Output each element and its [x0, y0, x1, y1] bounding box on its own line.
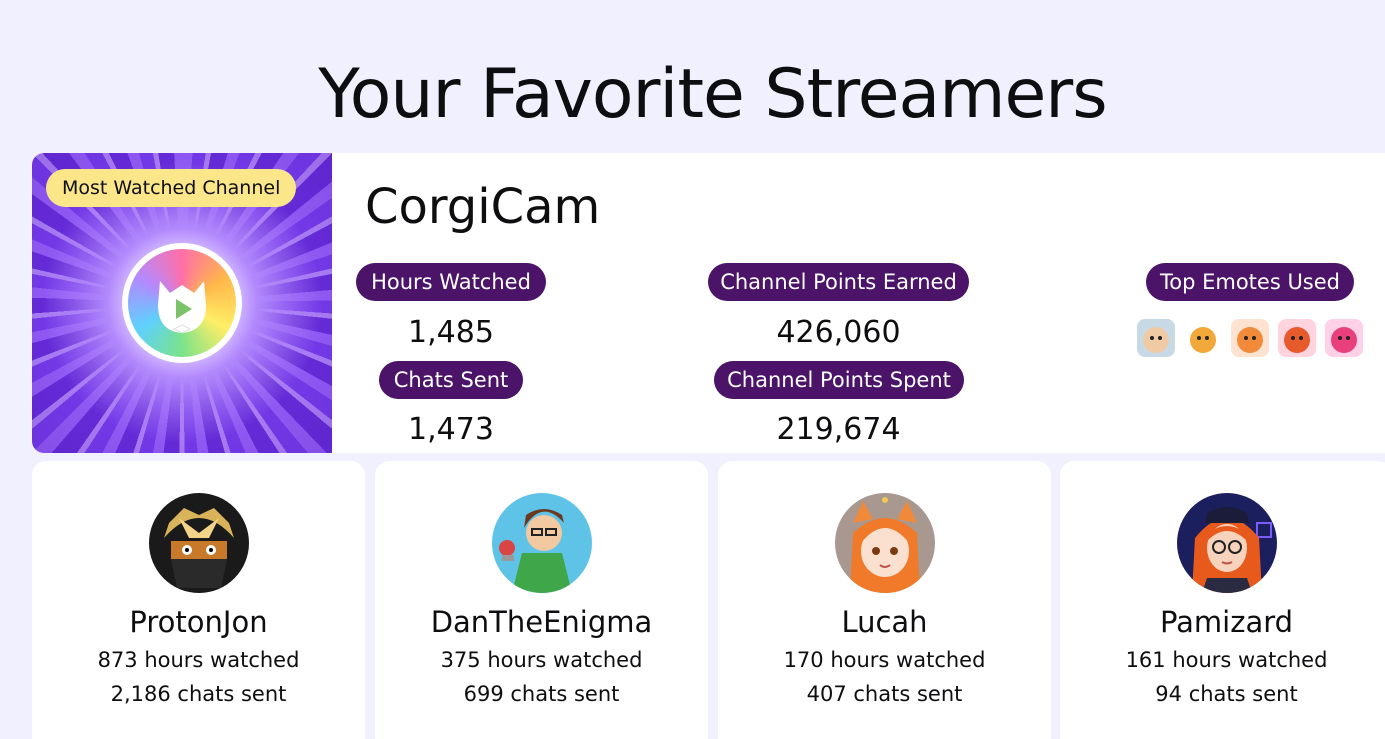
streamer-name[interactable]: DanTheEnigma [430, 605, 653, 639]
chats-sent-value: 1,473 [408, 412, 494, 447]
emote-icon[interactable] [1231, 319, 1269, 357]
streamer-avatar[interactable] [149, 493, 249, 593]
streamer-card[interactable]: Lucah 170 hours watched 407 chats sent [718, 461, 1051, 739]
streamer-name[interactable]: Lucah [841, 605, 928, 639]
points-earned-value: 426,060 [776, 315, 901, 350]
hours-watched-value: 1,485 [408, 315, 494, 350]
page-title: Your Favorite Streamers [318, 55, 1107, 134]
chats-sent-label: Chats Sent [379, 361, 523, 399]
emote-icon[interactable] [1137, 319, 1175, 357]
streamer-name[interactable]: ProtonJon [129, 605, 268, 639]
emote-icon[interactable] [1325, 319, 1363, 357]
channel-name[interactable]: CorgiCam [365, 179, 601, 235]
streamer-card[interactable]: Pamizard 161 hours watched 94 chats sent [1060, 461, 1385, 739]
streamer-hours: 170 hours watched [783, 648, 986, 672]
channel-logo-icon [128, 249, 236, 357]
channel-avatar[interactable] [122, 243, 242, 363]
top-emotes-label: Top Emotes Used [1146, 263, 1354, 301]
streamer-chats: 407 chats sent [806, 682, 963, 706]
streamer-chats: 2,186 chats sent [110, 682, 287, 706]
streamer-avatar[interactable] [492, 493, 592, 593]
streamer-card[interactable]: ProtonJon 873 hours watched 2,186 chats … [32, 461, 365, 739]
points-earned-label: Channel Points Earned [708, 263, 969, 301]
streamer-avatar[interactable] [1177, 493, 1277, 593]
hours-watched-label: Hours Watched [356, 263, 546, 301]
streamer-hours: 375 hours watched [440, 648, 643, 672]
points-spent-label: Channel Points Spent [714, 361, 964, 399]
streamer-hours: 161 hours watched [1125, 648, 1328, 672]
emote-icon[interactable] [1278, 319, 1316, 357]
featured-channel-card: Most Watched Channel CorgiCam Hours Watc… [32, 153, 1385, 453]
streamer-card[interactable]: DanTheEnigma 375 hours watched 699 chats… [375, 461, 708, 739]
streamer-chats: 699 chats sent [463, 682, 620, 706]
top-emotes-list [1137, 319, 1363, 357]
most-watched-badge: Most Watched Channel [46, 169, 297, 207]
streamer-name[interactable]: Pamizard [1159, 605, 1294, 639]
streamer-hours: 873 hours watched [97, 648, 300, 672]
streamer-avatar[interactable] [835, 493, 935, 593]
points-spent-value: 219,674 [776, 412, 901, 447]
emote-icon[interactable] [1184, 319, 1222, 357]
streamer-chats: 94 chats sent [1155, 682, 1298, 706]
